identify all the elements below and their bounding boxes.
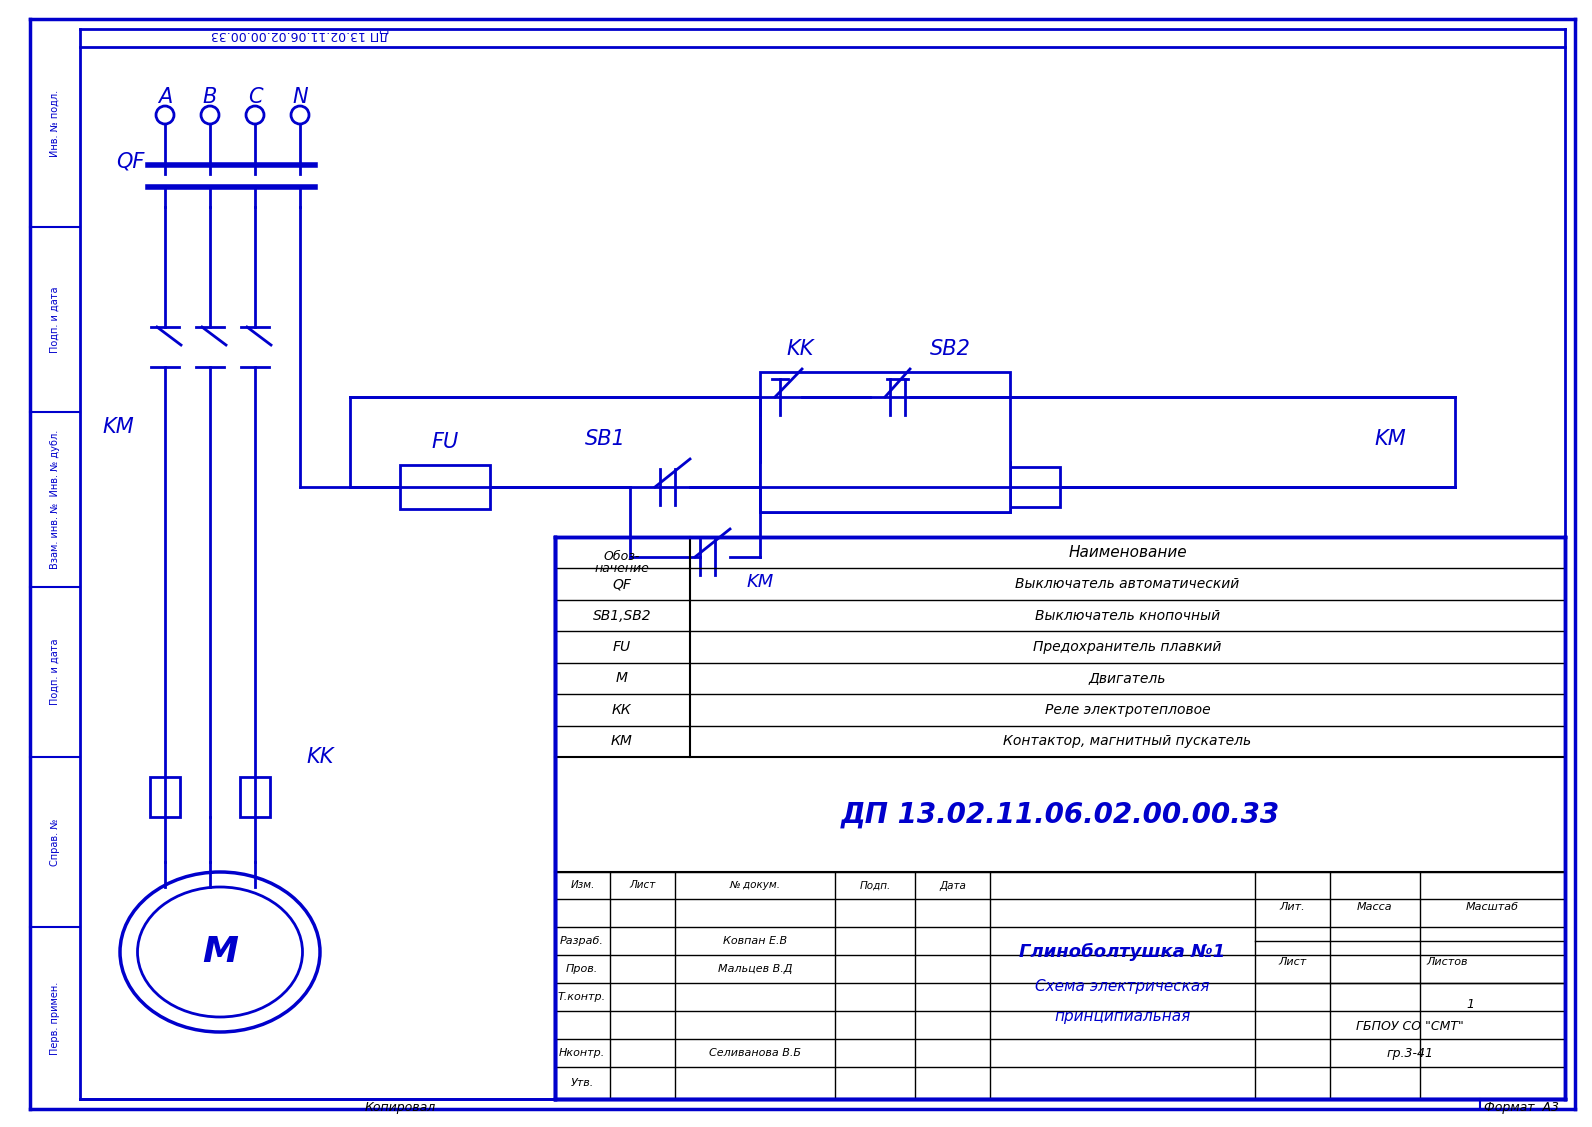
Text: Мальцев В.Д: Мальцев В.Д: [718, 964, 793, 974]
Text: B: B: [202, 87, 217, 107]
Text: Масштаб: Масштаб: [1466, 902, 1519, 912]
Circle shape: [247, 106, 264, 124]
Text: М: М: [616, 672, 627, 685]
Text: Взам. инв. №  Инв. № дубл.: Взам. инв. № Инв. № дубл.: [49, 429, 60, 569]
Text: Лит.: Лит.: [1280, 902, 1305, 912]
Text: Выключатель автоматический: Выключатель автоматический: [1016, 577, 1240, 592]
Text: Изм.: Изм.: [570, 880, 595, 890]
Circle shape: [201, 106, 220, 124]
Text: № докум.: № докум.: [729, 880, 780, 890]
Text: гр.3-41: гр.3-41: [1387, 1047, 1433, 1059]
Text: КМ: КМ: [611, 735, 634, 748]
Text: SB1,SB2: SB1,SB2: [592, 609, 651, 622]
Bar: [759, 372, 1009, 512]
Text: Двигатель: Двигатель: [1089, 672, 1167, 685]
Text: Схема электрическая: Схема электрическая: [1035, 979, 1210, 994]
Text: SB2: SB2: [930, 339, 971, 360]
Text: КК: КК: [613, 703, 632, 717]
Text: Пров.: Пров.: [565, 964, 599, 974]
Text: Обоз-: Обоз-: [603, 550, 640, 564]
Text: Наименование: Наименование: [1068, 545, 1186, 560]
Text: KK: KK: [786, 339, 814, 360]
Text: KK: KK: [306, 747, 334, 767]
Text: Нконтр.: Нконтр.: [559, 1048, 605, 1058]
Ellipse shape: [119, 872, 320, 1032]
Text: Лист: Лист: [629, 880, 656, 890]
Text: Перв. примен.: Перв. примен.: [49, 982, 60, 1055]
Text: QF: QF: [116, 152, 145, 172]
Bar: [240, 777, 271, 817]
Text: ДП 13.02.11.06.02.00.00.33: ДП 13.02.11.06.02.00.00.33: [212, 28, 388, 42]
Bar: [150, 777, 180, 817]
Text: Подп. и дата: Подп. и дата: [49, 639, 60, 706]
Text: M: M: [202, 935, 237, 969]
Text: Листов: Листов: [1426, 957, 1468, 967]
Text: Предохранитель плавкий: Предохранитель плавкий: [1033, 640, 1221, 654]
Text: Подп.: Подп.: [860, 880, 890, 890]
Text: Утв.: Утв.: [570, 1079, 594, 1088]
Bar: [400, 465, 490, 509]
Text: Разраб.: Разраб.: [560, 937, 603, 946]
Text: Контактор, магнитный пускатель: Контактор, магнитный пускатель: [1003, 735, 1251, 748]
Text: Глиноболтушка №1: Глиноболтушка №1: [1019, 943, 1226, 961]
Text: Ковпан Е.В: Ковпан Е.В: [723, 937, 786, 946]
Text: 1: 1: [1466, 997, 1474, 1011]
Ellipse shape: [137, 887, 302, 1017]
Text: QF: QF: [613, 577, 632, 592]
Bar: [759, 462, 1009, 512]
Text: Селиванова В.Б: Селиванова В.Б: [708, 1048, 801, 1058]
Text: KM: KM: [747, 573, 774, 591]
Text: Формат  А3: Формат А3: [1484, 1100, 1560, 1113]
Text: Масса: Масса: [1358, 902, 1393, 912]
Text: FU: FU: [613, 640, 630, 654]
Text: FU: FU: [431, 432, 458, 452]
Text: Дата: Дата: [939, 880, 966, 890]
Text: Т.контр.: Т.контр.: [557, 992, 607, 1002]
Text: Выключатель кнопочный: Выключатель кнопочный: [1035, 609, 1219, 622]
Text: Подп. и дата: Подп. и дата: [49, 286, 60, 353]
Circle shape: [291, 106, 309, 124]
Text: C: C: [248, 87, 263, 107]
Text: KM: KM: [102, 417, 134, 437]
Bar: [1009, 467, 1060, 507]
Circle shape: [156, 106, 174, 124]
Text: ГБПОУ СО "СМТ": ГБПОУ СО "СМТ": [1356, 1021, 1465, 1033]
Text: принципиальная: принципиальная: [1054, 1010, 1191, 1024]
Text: N: N: [293, 87, 307, 107]
Text: Лист: Лист: [1278, 957, 1307, 967]
Text: Инв. № подл.: Инв. № подл.: [49, 89, 60, 157]
Text: A: A: [158, 87, 172, 107]
Text: Реле электротепловое: Реле электротепловое: [1044, 703, 1210, 717]
Text: ДП 13.02.11.06.02.00.00.33: ДП 13.02.11.06.02.00.00.33: [841, 800, 1280, 828]
Text: SB1: SB1: [584, 429, 626, 449]
Text: начение: начение: [594, 562, 650, 575]
Text: Справ. №: Справ. №: [49, 818, 60, 866]
Text: Копировал: Копировал: [365, 1100, 436, 1113]
Text: KM: KM: [1374, 429, 1406, 449]
